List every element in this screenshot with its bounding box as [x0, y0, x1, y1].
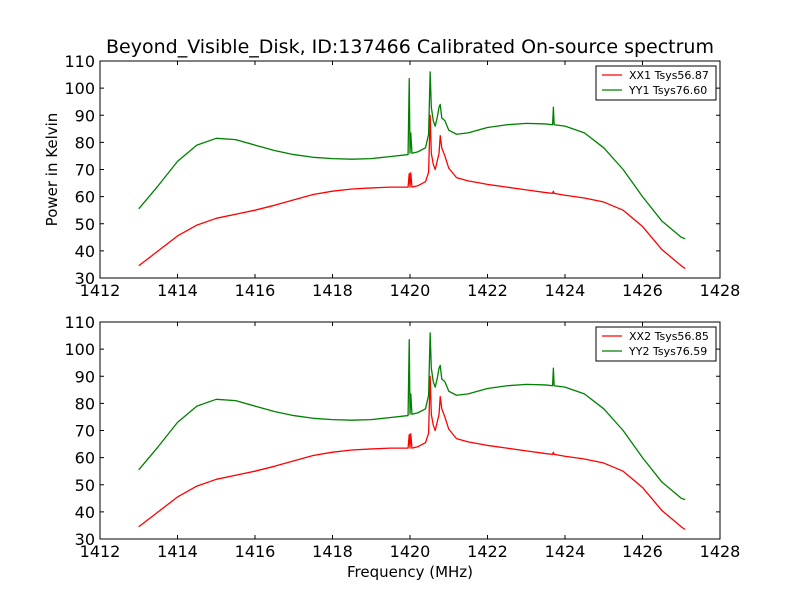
legend: XX1 Tsys56.87 YY1 Tsys76.60	[595, 65, 717, 101]
y-tick-label: 100	[64, 79, 95, 98]
x-tick-label: 1416	[235, 542, 276, 561]
y-tick-label: 110	[64, 313, 95, 332]
legend-entry: YY1 Tsys76.60	[628, 84, 707, 97]
x-tick-label: 1426	[622, 542, 663, 561]
figure-title: Beyond_Visible_Disk, ID:137466 Calibrate…	[106, 36, 714, 58]
y-tick-label: 50	[75, 476, 95, 495]
x-tick-label: 1416	[235, 281, 276, 300]
x-tick-label: 1414	[157, 281, 198, 300]
y-tick-label: 100	[64, 340, 95, 359]
series-line-yy2	[138, 332, 686, 501]
y-tick-label: 30	[75, 269, 95, 288]
y-tick-label: 90	[75, 106, 95, 125]
x-tick-label: 1412	[80, 542, 121, 561]
x-tick-label: 1428	[700, 281, 741, 300]
y-tick-label: 40	[75, 503, 95, 522]
chart-panel-2: 1412 1414 1416 1418 1420 1422 1424 1426 1428 30 40…	[64, 313, 740, 581]
legend-entry: XX1 Tsys56.87	[629, 69, 709, 82]
legend-entry: XX2 Tsys56.85	[629, 330, 709, 343]
y-tick-label: 60	[75, 449, 95, 468]
x-tick-label: 1422	[467, 281, 508, 300]
x-axis-label: Frequency (MHz)	[347, 563, 473, 581]
y-tick-label: 90	[75, 367, 95, 386]
x-tick-label: 1426	[622, 281, 663, 300]
x-tick-label: 1424	[545, 281, 586, 300]
x-tick-label: 1428	[700, 542, 741, 561]
chart-panel-1: 1412 1414 1416 1418 1420 1422 1424 1426 1428 30 40…	[43, 52, 740, 300]
legend-box	[595, 65, 717, 101]
legend-box	[595, 326, 717, 362]
y-tick-label: 70	[75, 422, 95, 441]
x-tick-label: 1418	[312, 281, 353, 300]
series-line-xx1	[138, 114, 686, 270]
y-tick-label: 40	[75, 242, 95, 261]
y-tick-label: 50	[75, 215, 95, 234]
x-tick-label: 1422	[467, 542, 508, 561]
y-axis-label: Power in Kelvin	[43, 113, 61, 227]
series-line-yy1	[138, 71, 686, 240]
x-tick-label: 1424	[545, 542, 586, 561]
series-line-xx2	[138, 375, 686, 531]
y-tick-label: 80	[75, 394, 95, 413]
x-tick-label: 1414	[157, 542, 198, 561]
y-tick-label: 30	[75, 530, 95, 549]
y-tick-label: 70	[75, 161, 95, 180]
x-tick-label: 1412	[80, 281, 121, 300]
legend: XX2 Tsys56.85 YY2 Tsys76.59	[595, 326, 717, 362]
y-tick-label: 80	[75, 133, 95, 152]
y-tick-label: 60	[75, 188, 95, 207]
x-tick-label: 1420	[390, 281, 431, 300]
x-tick-label: 1420	[390, 542, 431, 561]
x-tick-label: 1418	[312, 542, 353, 561]
y-tick-label: 110	[64, 52, 95, 71]
legend-entry: YY2 Tsys76.59	[628, 345, 707, 358]
